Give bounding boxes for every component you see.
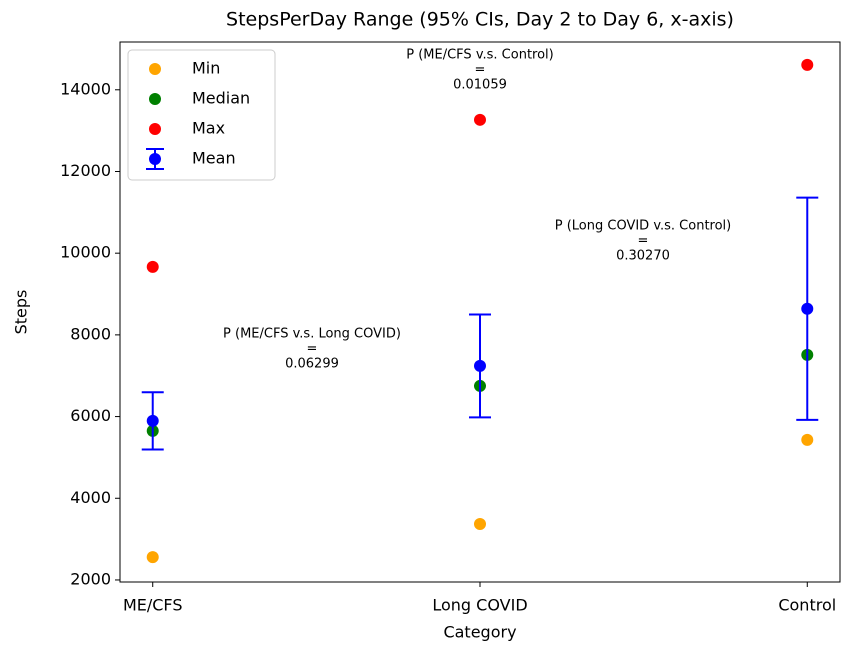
y-axis-label: Steps bbox=[12, 290, 31, 335]
annotation: = bbox=[638, 234, 649, 249]
x-axis-label: Category bbox=[443, 623, 516, 642]
point bbox=[474, 517, 486, 530]
legend-label: Mean bbox=[192, 149, 236, 168]
y-tick-label: 4000 bbox=[70, 488, 111, 507]
point bbox=[146, 414, 159, 427]
point bbox=[801, 433, 814, 446]
y-tick-label: 10000 bbox=[60, 243, 111, 262]
legend-label: Median bbox=[192, 89, 250, 108]
annotation: = bbox=[475, 63, 486, 78]
annotation: P (ME/CFS v.s. Long COVID) bbox=[223, 327, 401, 342]
annotation: P (ME/CFS v.s. Control) bbox=[406, 48, 553, 63]
annotation: = bbox=[307, 342, 318, 357]
x-tick-label: Long COVID bbox=[432, 596, 527, 615]
y-tick-label: 8000 bbox=[70, 324, 111, 343]
annotation: 0.01059 bbox=[453, 78, 507, 93]
y-tick-label: 12000 bbox=[60, 161, 111, 180]
point bbox=[474, 359, 486, 372]
chart-title: StepsPerDay Range (95% CIs, Day 2 to Day… bbox=[226, 9, 734, 31]
point bbox=[146, 551, 159, 564]
annotation: 0.30270 bbox=[616, 249, 670, 264]
y-tick-label: 14000 bbox=[60, 79, 111, 98]
legend-marker bbox=[149, 153, 161, 165]
legend-marker bbox=[149, 123, 161, 135]
annotation: P (Long COVID v.s. Control) bbox=[555, 219, 732, 234]
x-tick-label: ME/CFS bbox=[123, 596, 183, 615]
legend-marker bbox=[149, 63, 161, 75]
legend-marker bbox=[149, 93, 161, 105]
point bbox=[801, 58, 814, 71]
point bbox=[146, 260, 159, 273]
y-tick-label: 2000 bbox=[70, 569, 111, 588]
legend-label: Max bbox=[192, 119, 225, 138]
point bbox=[474, 113, 486, 126]
legend-label: Min bbox=[192, 59, 220, 78]
x-tick-label: Control bbox=[778, 596, 836, 615]
y-tick-label: 6000 bbox=[70, 406, 111, 425]
legend-box bbox=[127, 49, 276, 181]
annotation: 0.06299 bbox=[285, 357, 339, 372]
point bbox=[801, 302, 814, 315]
